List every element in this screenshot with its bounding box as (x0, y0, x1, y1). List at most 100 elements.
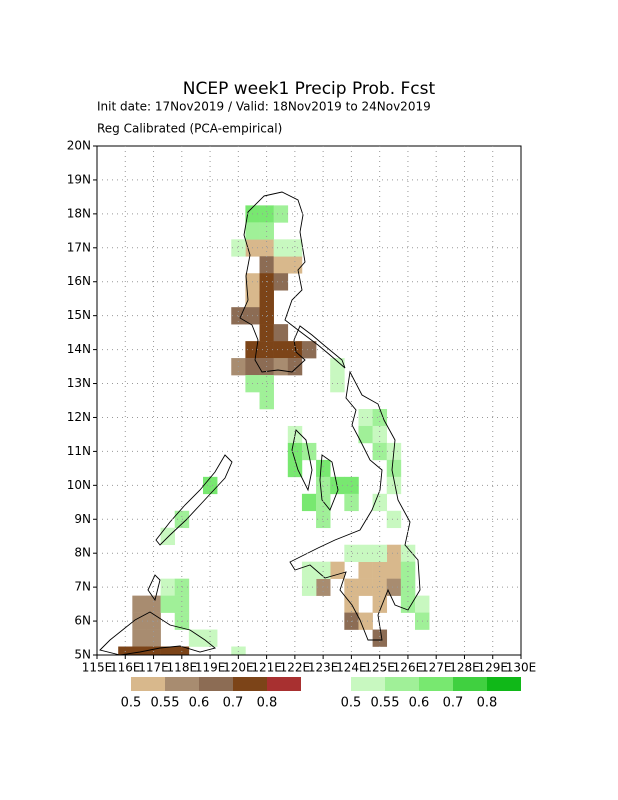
probability-cell (259, 256, 274, 274)
probability-cell (273, 205, 289, 223)
probability-cell (203, 629, 218, 647)
probability-cell (358, 578, 373, 596)
probability-cell (231, 307, 246, 325)
probability-cell (316, 510, 331, 529)
probability-cell (316, 459, 331, 478)
x-tick-label: 117E (138, 661, 169, 675)
colorbar-box (487, 677, 521, 691)
probability-cell (386, 510, 402, 529)
probability-cell (245, 290, 260, 308)
probability-cell (386, 561, 402, 579)
probability-cell (259, 290, 274, 308)
probability-cell (344, 578, 359, 596)
colorbar-box (233, 677, 267, 691)
probability-cell (245, 222, 260, 240)
probability-cell (358, 561, 373, 579)
probability-cell (372, 595, 388, 613)
probability-cell (400, 544, 416, 562)
colorbar-box (419, 677, 453, 691)
probability-cell (301, 442, 317, 461)
probability-cell (330, 561, 345, 579)
probability-cell (160, 595, 176, 613)
colorbar-label: 0.7 (443, 696, 464, 711)
probability-cell (174, 510, 190, 529)
colorbar: 0.5 0.55 0.6 0.7 0.8 0.5 0.55 0.6 0.7 0.8 (121, 677, 521, 711)
probability-cell (146, 646, 161, 655)
probability-cell (358, 408, 373, 427)
probability-cell (132, 612, 147, 630)
probability-cell (174, 595, 190, 613)
y-tick-label: 20N (67, 139, 91, 153)
y-tick-label: 13N (67, 376, 91, 390)
probability-cell (259, 392, 274, 410)
colorbar-label: 0.55 (371, 696, 400, 711)
probability-cell (400, 561, 416, 579)
probability-cell (301, 341, 317, 359)
y-tick-label: 17N (67, 240, 91, 254)
y-tick-label: 8N (74, 546, 91, 560)
probability-cell (344, 493, 359, 512)
probability-cell (146, 595, 161, 613)
probability-cell (259, 324, 274, 342)
colorbar-label: 0.55 (151, 696, 180, 711)
probability-cell (287, 459, 303, 478)
axes: 115E116E117E118E119E120E121E122E123E124E… (67, 139, 537, 675)
colorbar-label: 0.7 (223, 696, 244, 711)
map-subtitle: Reg Calibrated (PCA-empirical) (97, 122, 282, 136)
x-tick-label: 130E (506, 661, 537, 675)
probability-cell (400, 578, 416, 596)
probability-cell (273, 358, 289, 376)
y-tick-label: 10N (67, 478, 91, 492)
probability-cell (245, 358, 260, 376)
probability-cell (259, 307, 274, 325)
probability-cell (273, 341, 289, 359)
probability-cell (358, 425, 373, 444)
x-tick-label: 121E (251, 661, 282, 675)
probability-cell (301, 578, 317, 596)
probability-cell (316, 578, 331, 596)
y-tick-label: 9N (74, 512, 91, 526)
y-tick-label: 15N (67, 308, 91, 322)
y-tick-label: 19N (67, 172, 91, 186)
probability-cell (372, 544, 388, 562)
probability-cell (386, 476, 402, 495)
x-tick-label: 120E (223, 661, 254, 675)
colorbar-label: 0.8 (477, 696, 498, 711)
y-tick-label: 7N (74, 580, 91, 594)
y-tick-label: 16N (67, 274, 91, 288)
plot-frame (96, 145, 522, 656)
colorbar-box (131, 677, 165, 691)
colorbar-box (199, 677, 233, 691)
map-subtitle: Init date: 17Nov2019 / Valid: 18Nov2019 … (97, 100, 431, 114)
probability-cell (273, 324, 289, 342)
probability-cell (372, 493, 388, 512)
probability-cell (386, 459, 402, 478)
x-tick-label: 126E (393, 661, 424, 675)
probability-cell (259, 239, 274, 257)
probability-cell (372, 408, 388, 427)
x-tick-label: 122E (280, 661, 311, 675)
probability-cell (132, 629, 147, 647)
probability-cell (259, 341, 274, 359)
probability-cell (344, 476, 359, 495)
probability-cell (273, 273, 289, 291)
colorbar-box (351, 677, 385, 691)
probability-cell (132, 595, 147, 613)
y-tick-label: 11N (67, 444, 91, 458)
x-tick-label: 129E (477, 661, 508, 675)
y-tick-label: 5N (74, 648, 91, 662)
x-tick-label: 119E (195, 661, 226, 675)
colorbar-label: 0.5 (341, 696, 362, 711)
map-title: NCEP week1 Precip Prob. Fcst (183, 79, 436, 99)
probability-cell (132, 646, 147, 655)
probability-cell (301, 561, 317, 579)
probability-cell (344, 544, 359, 562)
colorbar-box (267, 677, 301, 691)
x-tick-label: 128E (449, 661, 480, 675)
colorbar-box (165, 677, 199, 691)
probability-cell (160, 646, 176, 655)
probability-cell (273, 239, 289, 257)
probability-cell (259, 222, 274, 240)
probability-cell (259, 205, 274, 223)
probability-cell (372, 561, 388, 579)
